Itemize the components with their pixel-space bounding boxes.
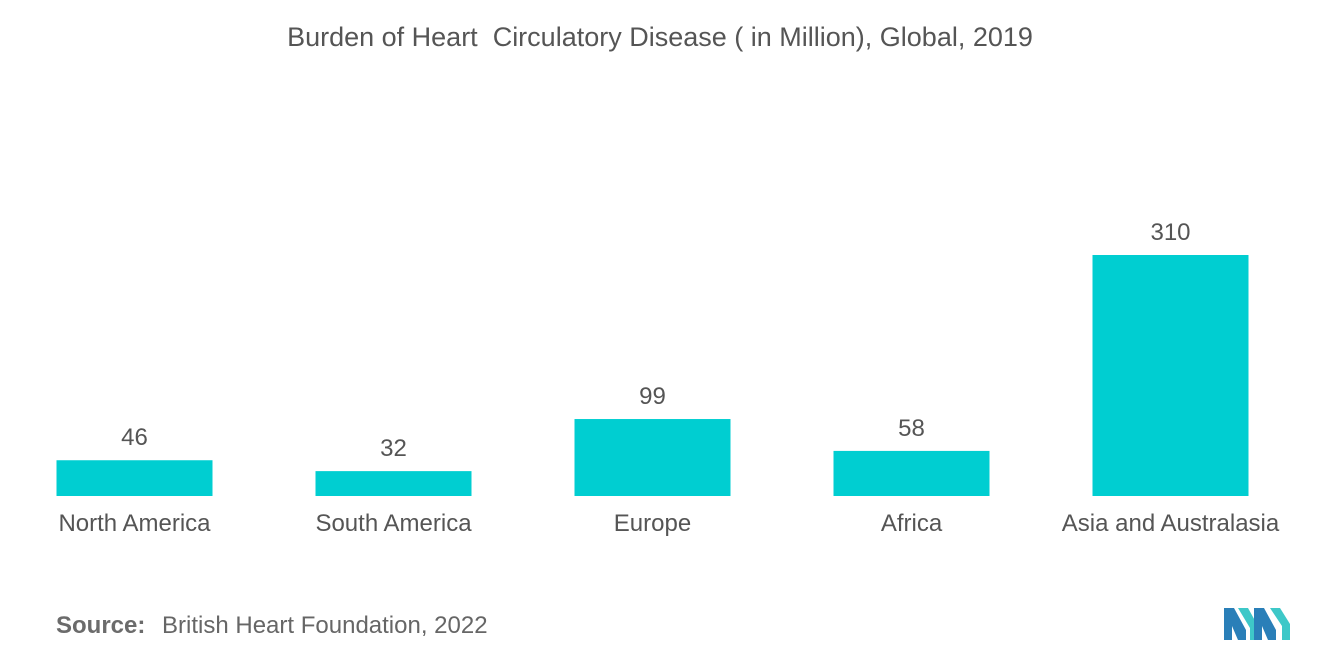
chart-title: Burden of Heart Circulatory Disease ( in… — [287, 22, 1033, 52]
bar-chart: 46 North America 32 South America 99 Europe 58… — [56, 219, 1280, 537]
x-tick-label: Europe — [614, 510, 691, 537]
x-tick-label: Asia and Australasia — [1062, 510, 1280, 537]
source-text: British Heart Foundation, 2022 — [162, 612, 488, 639]
mordor-intelligence-logo-icon — [1224, 608, 1290, 640]
source-label: Source: — [56, 612, 146, 639]
bar-north-america — [56, 460, 213, 496]
bar-asia-and-australasia — [1092, 255, 1249, 496]
data-label: 46 — [121, 424, 148, 451]
x-tick-label: Africa — [881, 510, 943, 537]
data-label: 58 — [898, 415, 925, 442]
source-note: Source: British Heart Foundation, 2022 — [56, 612, 488, 640]
data-label: 32 — [380, 435, 407, 462]
bar-europe — [574, 419, 731, 496]
bar-south-america — [315, 471, 472, 496]
bar-africa — [833, 450, 990, 496]
data-label: 99 — [639, 383, 666, 410]
x-tick-label: South America — [315, 510, 472, 537]
x-tick-label: North America — [58, 510, 211, 537]
data-label: 310 — [1150, 219, 1190, 246]
